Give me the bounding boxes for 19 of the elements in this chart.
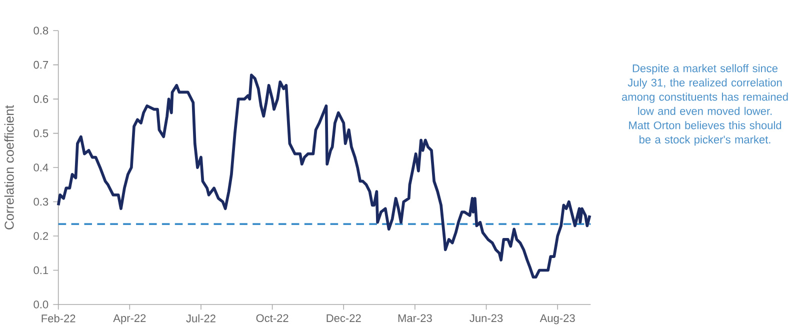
y-tick-label: 0.7 (34, 61, 48, 69)
x-tick-label: Apr-22 (113, 314, 146, 324)
x-tick-label: Dec-22 (326, 314, 361, 322)
text: Despite a market selloff since July 31, the realized correlation among constituents has remained low and even moved lower. Matt Orton believes this should be a stock picker's market. (622, 64, 788, 146)
y-tick-label: 0.4 (34, 164, 48, 172)
y-tick-label: 0.2 (34, 232, 48, 240)
y-tick-label: 0.8 (34, 26, 48, 35)
y-axis-title: Correlation coefficient (4, 105, 14, 230)
x-tick-label: Jun-23 (470, 314, 503, 322)
x-tick-label: Jul-22 (186, 314, 216, 323)
y-tick-label: 0.3 (34, 198, 48, 206)
y-tick-label: 0.0 (34, 300, 48, 309)
x-tick-label: Feb-22 (42, 314, 76, 323)
y-tick-label: 0.1 (34, 266, 48, 274)
y-tick-label: 0.6 (34, 95, 48, 104)
x-tick-label: Aug-23 (540, 314, 575, 324)
y-tick-label: 0.5 (34, 130, 48, 138)
x-tick-label: Mar-23 (398, 314, 432, 322)
x-tick-label: Oct-22 (256, 314, 288, 322)
